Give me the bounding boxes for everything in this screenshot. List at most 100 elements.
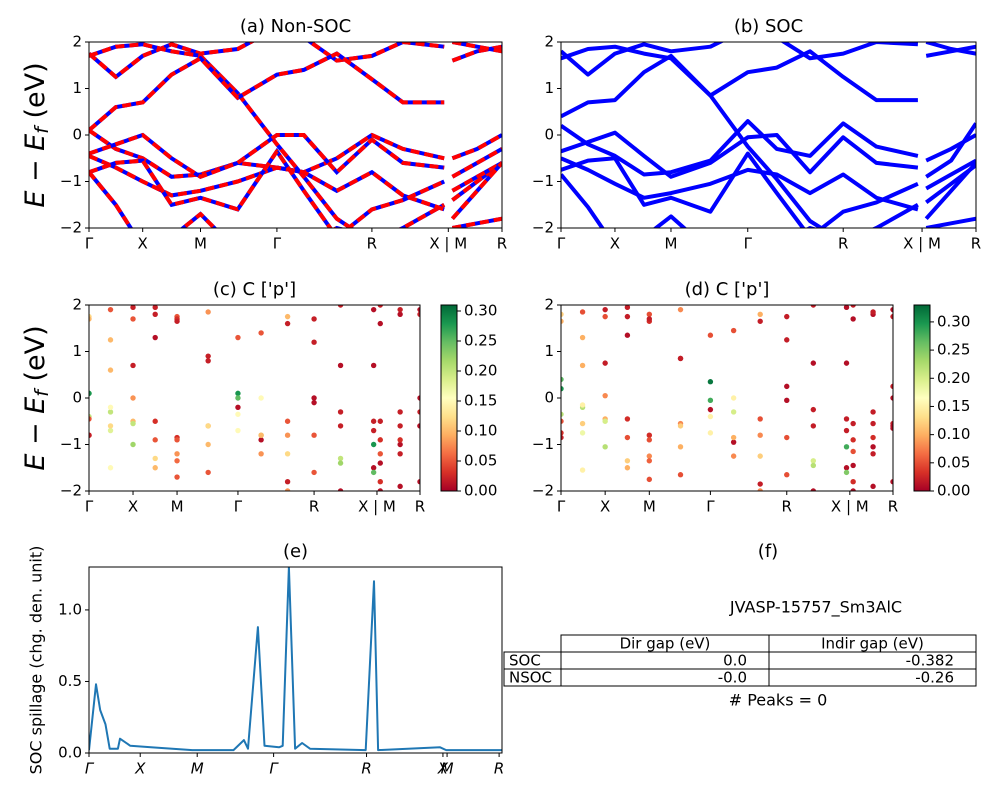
point [784,397,790,404]
point [89,390,92,397]
band-line [89,128,502,193]
point [646,316,653,322]
axes-frame [88,304,421,492]
point [377,320,383,327]
point [843,416,850,422]
y-axis-label: E − Ef (eV) [20,62,53,207]
point [417,423,420,429]
x-tick-label: X [138,235,148,253]
x-tick-label: R [494,760,504,778]
x-tick-label: X [134,760,146,778]
table-cell-text: 0.0 [723,652,747,670]
point [870,444,876,450]
y-tick-label: −2 [532,482,554,500]
colorbar-tick-label: 0.05 [937,453,970,471]
point [730,453,737,459]
x-tick-label: Γ [85,498,94,516]
point [152,305,158,311]
point [258,330,264,336]
point [850,420,856,427]
point [757,481,763,487]
point [624,465,631,471]
point [174,318,180,324]
y-tick-label: −1 [60,172,82,190]
y-tick-label: 2 [544,33,554,51]
colorbar [913,304,931,492]
point [731,507,736,512]
point [284,313,291,320]
point [152,334,158,341]
point [707,406,714,413]
point [205,469,211,476]
point [130,420,136,427]
y-tick-label: 1 [544,79,554,97]
point [377,437,383,443]
point [561,311,564,317]
point [370,418,377,424]
point [579,420,586,427]
table-cell-text: -0.382 [906,652,954,670]
x-tick-label: R [838,235,848,253]
point [89,316,92,322]
point [677,423,684,429]
point [784,383,790,390]
point [397,451,403,457]
band-line [561,119,976,191]
table-cell-text: NSOC [509,669,552,687]
point [602,313,608,320]
point [677,355,684,362]
point [284,451,291,457]
point [602,306,608,313]
x-tick-label: M [441,760,454,778]
point [707,379,714,385]
point [337,362,344,369]
point [843,360,850,366]
point [174,474,180,480]
point [561,318,564,324]
point [850,305,856,308]
point [337,409,344,415]
y-tick-label: 0 [72,126,82,144]
point [579,334,586,341]
point [130,305,136,311]
point [561,434,564,441]
point [707,430,714,436]
point [579,402,586,408]
point [646,432,653,438]
point [561,430,564,436]
colorbar [440,304,458,492]
point [258,451,264,457]
point [417,395,420,401]
panel-title: (f) [758,541,778,562]
panel-title: (e) [283,541,308,562]
x-tick-label: Γ [234,498,243,516]
point [784,434,790,441]
point [850,448,856,455]
y-label-part: E − E [20,397,51,471]
point [235,516,240,521]
y-label-part: (eV) [20,325,51,390]
point [235,334,241,341]
colorbar-tick-label: 0.20 [937,369,970,387]
point [890,423,893,429]
point [602,392,608,399]
point [370,306,377,313]
y-tick-label: 2 [544,296,554,314]
x-tick-label: X | M [429,235,467,253]
point [205,353,211,359]
band-line [89,42,502,132]
point [730,409,737,415]
point [311,316,317,322]
x-tick-label: Γ [273,235,282,253]
point [579,467,586,473]
point [850,488,856,491]
point [337,488,344,491]
point [561,418,564,424]
colorbar-tick-label: 0.10 [937,425,970,443]
y-label-sub: f [31,124,53,134]
point [130,316,136,322]
point [890,306,893,313]
point [707,332,714,338]
point [646,453,653,459]
point [205,358,211,364]
